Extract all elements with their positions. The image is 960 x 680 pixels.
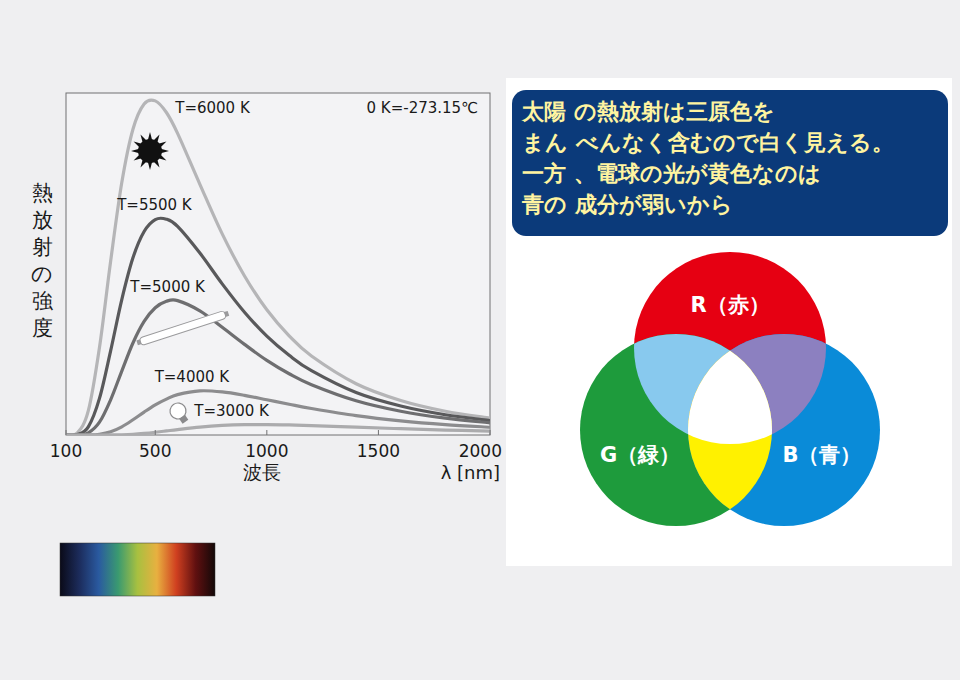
sun-ray — [131, 149, 139, 153]
y-axis-title-char: 熱 — [32, 181, 53, 205]
venn-label: G（緑） — [600, 443, 680, 467]
bulb-icon — [167, 400, 192, 426]
venn-overlap-group — [688, 334, 880, 526]
x-tick-label: 1500 — [357, 441, 400, 461]
x-tick — [378, 430, 379, 435]
x-axis-unit: λ [nm] — [441, 462, 500, 483]
sun-ray — [161, 149, 169, 153]
sun-ray — [148, 162, 152, 170]
page: 100 500 1000 1500 2000 波長 λ [nm] 熱放射の強度 0 K=-273… — [0, 0, 960, 680]
series-line — [66, 100, 490, 435]
x-tick — [490, 430, 491, 435]
spectrum-bar — [60, 543, 215, 596]
x-tick-label: 2000 — [459, 441, 502, 461]
venn-overlap-group — [688, 334, 880, 526]
tube-body — [139, 310, 227, 345]
series-line — [66, 300, 490, 435]
venn-overlap-group — [688, 334, 880, 526]
venn-label: B（青） — [782, 443, 861, 467]
plot-frame — [66, 93, 490, 435]
venn-overlap — [688, 334, 880, 526]
series-label: T=5000 K — [129, 278, 206, 296]
y-axis-title-char: 度 — [32, 316, 53, 340]
series-label: T=3000 K — [193, 402, 270, 420]
venn-label: R（赤） — [690, 293, 769, 317]
background — [0, 0, 960, 680]
venn-overlap — [688, 334, 880, 526]
tube-cap — [224, 311, 229, 317]
x-tick-label: 100 — [50, 441, 82, 461]
sun-icon — [131, 132, 169, 170]
series-line — [66, 425, 490, 435]
title-line: 太陽 の熱放射は三原色を — [521, 99, 775, 124]
plot-area — [66, 100, 490, 435]
series-label: T=4000 K — [154, 368, 231, 386]
annotation: 0 K=-273.15℃ — [367, 99, 478, 117]
y-axis-title: 熱放射の強度 — [31, 181, 53, 340]
x-tick — [66, 430, 67, 435]
x-tick-label: 1000 — [245, 441, 288, 461]
y-axis-title-char: 強 — [32, 289, 53, 313]
series-line — [66, 218, 490, 435]
title-box — [512, 90, 948, 236]
tube-icon — [136, 309, 230, 346]
venn-overlap — [688, 334, 880, 526]
title-line: まん べんなく含むので白く見える。 — [522, 130, 894, 155]
bulb-base — [179, 415, 188, 424]
series-label: T=5500 K — [116, 196, 193, 214]
y-axis-title-char: 射 — [32, 235, 53, 259]
x-tick-label: 500 — [139, 441, 171, 461]
tube-cap — [136, 339, 141, 345]
sun-ray — [148, 132, 152, 140]
title-line: 一方 、電球の光が黄色なのは — [522, 161, 821, 186]
venn-overlap-group — [688, 334, 880, 526]
x-axis-title: 波長 — [243, 461, 281, 483]
y-axis-title-char: 放 — [32, 208, 53, 232]
title-line: 青の 成分が弱いから — [521, 192, 733, 217]
x-tick — [266, 430, 267, 435]
venn-circle — [688, 334, 880, 526]
series-label: T=6000 K — [174, 99, 251, 117]
x-tick — [155, 430, 156, 435]
y-axis-title-char: の — [31, 262, 53, 286]
series-line — [66, 391, 490, 435]
sun-disc — [138, 139, 162, 163]
right-panel — [506, 78, 952, 566]
